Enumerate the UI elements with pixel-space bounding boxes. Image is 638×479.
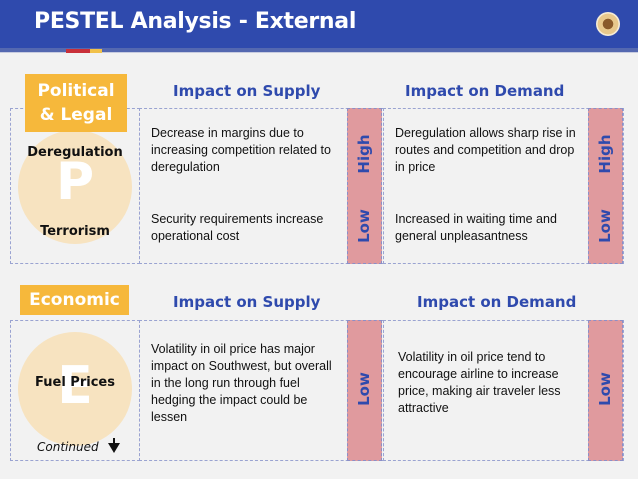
political-demand-level-low: Low — [596, 209, 614, 243]
political-supply-item-2: Security requirements increase operation… — [151, 212, 324, 243]
economic-supply-level-bar — [347, 320, 382, 461]
factor-terrorism: Terrorism — [40, 224, 110, 239]
political-demand-item-1: Deregulation allows sharp rise in routes… — [395, 126, 576, 174]
political-demand-level-bar — [588, 108, 623, 264]
political-supply-level-low: Low — [355, 209, 373, 243]
down-arrow-icon — [108, 443, 120, 453]
political-demand-heading: Impact on Demand — [405, 82, 565, 100]
emblem-icon — [596, 12, 620, 36]
economic-demand-item-1: Volatility in oil price tend to encourag… — [398, 350, 561, 415]
political-supply-heading: Impact on Supply — [173, 82, 321, 100]
political-supply-level-high: High — [355, 134, 373, 174]
political-demand-box — [383, 108, 624, 264]
political-supply-level-bar — [347, 108, 382, 264]
political-legal-label: Political & Legal — [25, 74, 127, 132]
economic-label: Economic — [20, 285, 129, 315]
accent-red-tab — [66, 49, 90, 53]
economic-supply-level-low: Low — [355, 372, 373, 406]
continued-text: Continued — [37, 440, 99, 454]
header-bar — [0, 0, 638, 48]
political-demand-level-high: High — [596, 134, 614, 174]
political-demand-item-2: Increased in waiting time and general un… — [395, 212, 557, 243]
political-circle — [18, 130, 132, 244]
political-supply-item-1: Decrease in margins due to increasing co… — [151, 126, 331, 174]
label-line-2: & Legal — [39, 105, 113, 125]
economic-supply-item-1: Volatility in oil price has major impact… — [151, 342, 332, 424]
political-letter: P — [55, 152, 95, 212]
economic-letter: E — [57, 356, 93, 416]
factor-fuel-prices: Fuel Prices — [35, 375, 115, 390]
page-title: PESTEL Analysis - External — [34, 9, 357, 34]
header-divider — [0, 48, 638, 53]
down-arrow-stem — [113, 438, 115, 443]
economic-demand-level-low: Low — [596, 372, 614, 406]
accent-yellow-tab — [90, 49, 102, 53]
economic-supply-heading: Impact on Supply — [173, 293, 321, 311]
factor-deregulation: Deregulation — [27, 145, 123, 160]
economic-demand-heading: Impact on Demand — [417, 293, 577, 311]
label-line-1: Political — [37, 81, 115, 101]
economic-demand-level-bar — [588, 320, 623, 461]
economic-circle — [18, 332, 132, 446]
economic-demand-box — [383, 320, 624, 461]
